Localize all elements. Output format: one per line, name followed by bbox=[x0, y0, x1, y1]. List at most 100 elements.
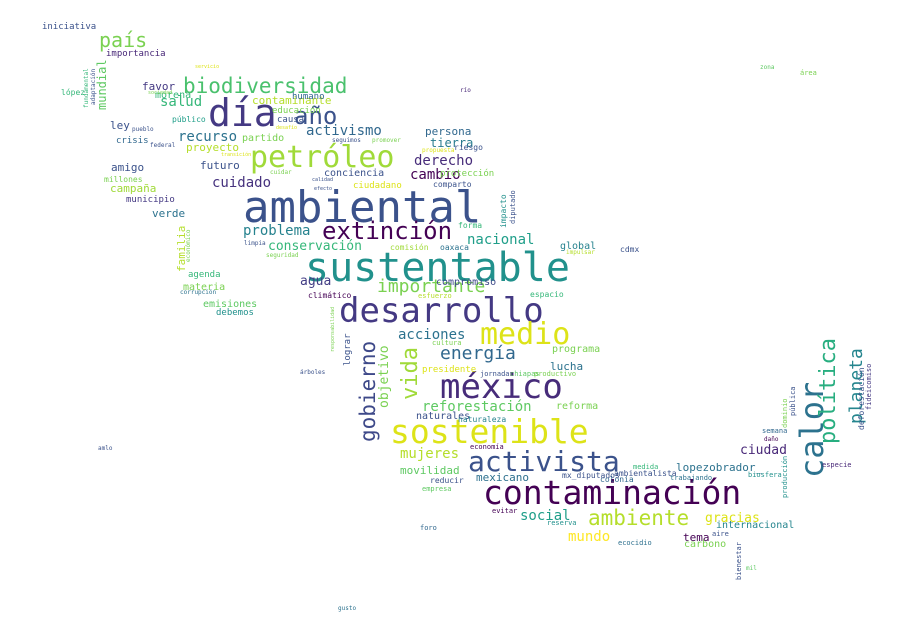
word: social bbox=[520, 508, 571, 524]
word: recurso bbox=[178, 129, 238, 145]
word: campaña bbox=[110, 182, 157, 195]
word: contaminante bbox=[252, 94, 332, 107]
word: internacional bbox=[716, 520, 795, 531]
word: municipio bbox=[126, 195, 175, 205]
word: lucha bbox=[550, 360, 584, 373]
word: zona bbox=[760, 64, 775, 71]
word: ciudadano bbox=[353, 181, 402, 191]
word: favor bbox=[142, 80, 176, 93]
word: aire bbox=[712, 530, 729, 538]
word: adaptación bbox=[90, 68, 97, 105]
word: limpia bbox=[244, 240, 266, 247]
word: oaxaca bbox=[440, 243, 469, 252]
word: foro bbox=[420, 524, 437, 532]
word: activismo bbox=[306, 123, 382, 139]
word: política bbox=[816, 338, 841, 444]
word: chiapas bbox=[510, 370, 540, 378]
word: agua bbox=[300, 274, 332, 289]
word: impulsar bbox=[566, 249, 595, 256]
word: crisis bbox=[116, 136, 149, 146]
word: emisiones bbox=[203, 299, 258, 310]
word: conciencia bbox=[324, 168, 385, 179]
word: cultura bbox=[432, 339, 462, 347]
word: presidente bbox=[422, 365, 477, 375]
word: jornada bbox=[480, 370, 510, 378]
word: público bbox=[172, 115, 206, 124]
word: nacional bbox=[467, 232, 535, 248]
word: árboles bbox=[300, 369, 326, 376]
word: productivo bbox=[534, 370, 577, 378]
word: compromiso bbox=[436, 277, 497, 288]
word: millones bbox=[104, 175, 143, 184]
word: sostenible bbox=[390, 412, 589, 451]
word: tema bbox=[683, 531, 710, 544]
word: cambio bbox=[410, 167, 461, 183]
word: iniciativa bbox=[42, 22, 97, 32]
word: diputado bbox=[509, 190, 517, 224]
word: educación bbox=[272, 106, 321, 116]
word: gusto bbox=[338, 605, 357, 612]
word: economía bbox=[470, 443, 504, 451]
word: ambiental bbox=[243, 182, 482, 233]
word: debemos bbox=[216, 308, 254, 318]
word: fideicomiso bbox=[865, 363, 873, 410]
word: ecocidio bbox=[618, 539, 652, 547]
word: colonia bbox=[600, 475, 634, 484]
word: proyecto bbox=[186, 141, 239, 154]
word: ambiente bbox=[588, 506, 690, 530]
word: biosfera bbox=[748, 471, 782, 479]
word: vida bbox=[398, 347, 423, 400]
word: reforestación bbox=[422, 399, 532, 415]
word: desarrollo bbox=[339, 291, 544, 331]
word: humano bbox=[292, 92, 325, 102]
word: mujeres bbox=[400, 446, 460, 462]
word: méxico bbox=[440, 367, 563, 407]
word: ambientalista bbox=[614, 469, 677, 478]
word: impacto bbox=[499, 194, 508, 228]
word: efecto bbox=[314, 186, 333, 192]
word: acciones bbox=[398, 327, 466, 343]
word: empresa bbox=[422, 485, 452, 493]
word: seguimos bbox=[332, 137, 361, 144]
word: mil bbox=[746, 565, 757, 572]
word: federal bbox=[150, 142, 176, 149]
word: contaminación bbox=[483, 473, 742, 512]
word: daño bbox=[764, 436, 779, 443]
word: petróleo bbox=[250, 140, 395, 175]
word: reforma bbox=[556, 401, 599, 412]
word: extinción bbox=[322, 217, 453, 245]
word: especie bbox=[822, 461, 852, 469]
word: reserva bbox=[547, 519, 577, 527]
word: producción bbox=[781, 455, 789, 498]
word: medio bbox=[480, 317, 571, 352]
word: forma bbox=[458, 221, 483, 230]
word: responsabilidad bbox=[330, 306, 336, 352]
word: lópez bbox=[61, 88, 86, 97]
word: cdmx bbox=[620, 245, 640, 254]
word: mexicano bbox=[476, 471, 529, 484]
word: esfuerzo bbox=[418, 292, 452, 300]
word: evitar bbox=[492, 507, 518, 515]
word: mx_diputados bbox=[562, 471, 620, 480]
word: climático bbox=[308, 291, 352, 300]
word: importante bbox=[377, 276, 486, 297]
word: salud bbox=[160, 94, 203, 110]
word: materia bbox=[183, 282, 226, 293]
word: espacio bbox=[530, 290, 564, 299]
word: biodiversidad bbox=[183, 74, 348, 98]
word: riesgo bbox=[454, 143, 483, 152]
word: pública bbox=[789, 386, 797, 416]
word: objetivo bbox=[377, 345, 392, 408]
word: carbono bbox=[684, 539, 727, 550]
word: reducir bbox=[430, 476, 464, 485]
word: sustentable bbox=[305, 245, 570, 291]
word: problema bbox=[243, 223, 311, 239]
word: medida bbox=[633, 463, 659, 471]
word: seguridad bbox=[266, 252, 299, 259]
word: importancia bbox=[106, 49, 166, 59]
word: dominio bbox=[781, 398, 789, 428]
word: movilidad bbox=[400, 464, 460, 477]
word: desafío bbox=[276, 125, 298, 131]
word: mundo bbox=[568, 529, 611, 545]
